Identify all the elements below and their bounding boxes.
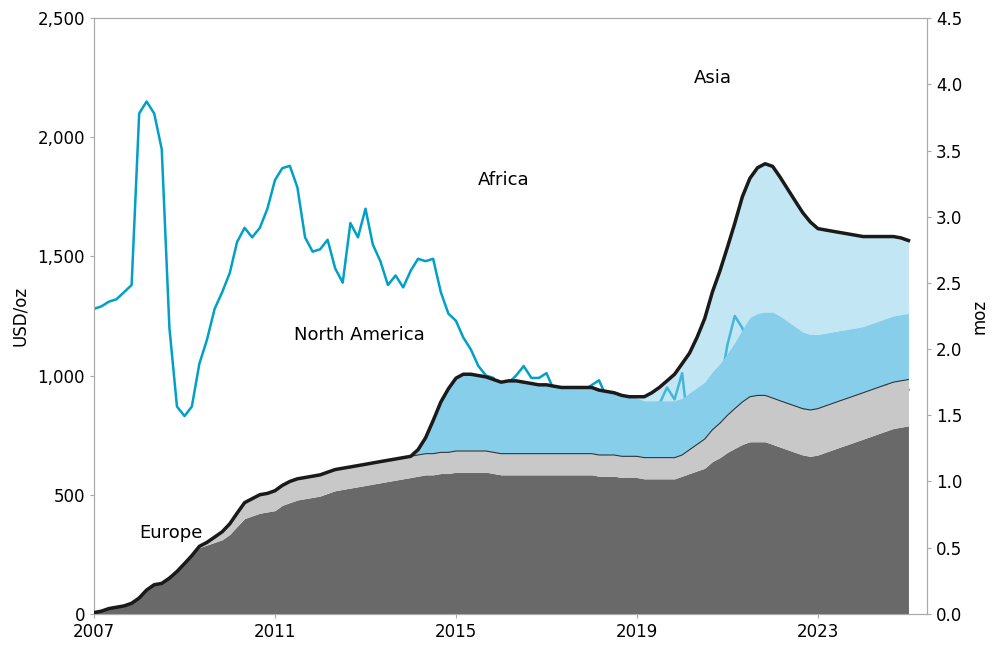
Y-axis label: USD/oz: USD/oz bbox=[11, 286, 29, 346]
Text: Africa: Africa bbox=[478, 171, 530, 189]
Text: North America: North America bbox=[294, 326, 424, 344]
Y-axis label: moz: moz bbox=[971, 299, 989, 334]
Text: Europe: Europe bbox=[139, 524, 203, 542]
Text: Asia: Asia bbox=[693, 68, 731, 87]
